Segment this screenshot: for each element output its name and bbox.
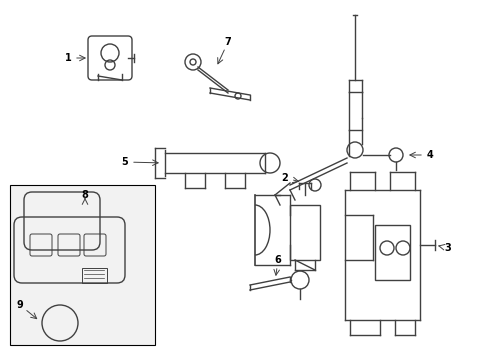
Text: 8: 8 [81,190,88,200]
Bar [374,225,409,280]
Bar [10,185,155,345]
Text: 9: 9 [17,300,23,310]
Text: 7: 7 [224,37,231,47]
Text: 3: 3 [444,243,450,253]
Bar [82,268,107,283]
Text: 6: 6 [274,255,281,265]
Text: 4: 4 [426,150,432,160]
Bar [289,205,319,260]
Text: 1: 1 [64,53,71,63]
Text: 2: 2 [281,173,288,183]
Text: 5: 5 [122,157,128,167]
